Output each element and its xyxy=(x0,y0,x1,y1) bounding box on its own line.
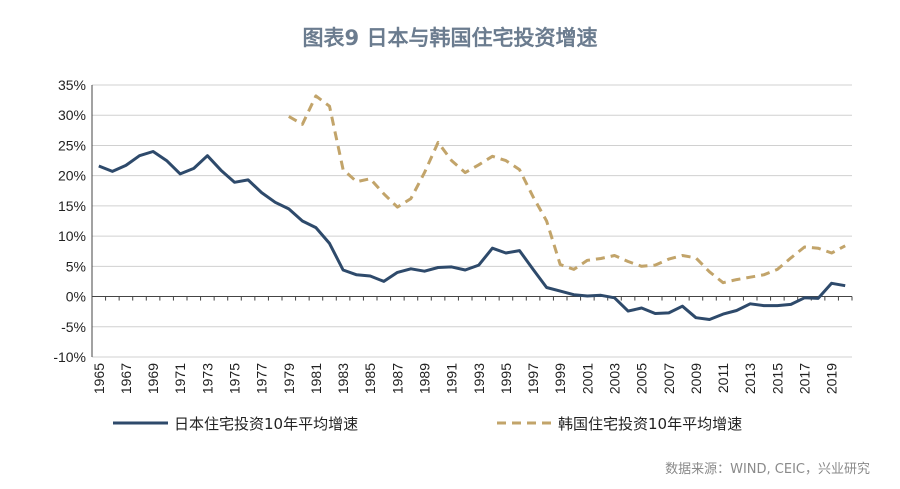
legend-label: 韩国住宅投资10年平均增速 xyxy=(558,415,742,433)
x-tick-label: 1981 xyxy=(308,363,324,394)
y-tick-label: 20% xyxy=(58,168,86,184)
x-axis: 1965 1967 1969 1971 1973 1975 1977 1979 1981 1983… xyxy=(91,296,853,394)
x-tick-label: 1983 xyxy=(335,363,351,394)
chart-title: 图表9 日本与韩国住宅投资增速 xyxy=(302,26,598,50)
x-tick-label: 1971 xyxy=(172,363,188,394)
source-note: 数据来源：WIND, CEIC，兴业研究 xyxy=(665,462,870,477)
y-tick-label: 10% xyxy=(58,228,86,244)
y-axis: 35% 30% 25% 20% 15% 10% 5% 0% -5% -10% xyxy=(53,77,93,365)
x-tick-label: 2013 xyxy=(742,363,758,394)
x-tick-label: 1979 xyxy=(281,363,297,394)
x-tick-label: 1967 xyxy=(118,363,134,394)
series-line-japan xyxy=(98,150,846,321)
series-line-korea xyxy=(288,94,846,285)
y-tick-label: 25% xyxy=(58,137,86,153)
y-tick-label: -5% xyxy=(61,319,86,335)
x-tick-label: 1965 xyxy=(91,363,107,394)
x-tick-label: 2017 xyxy=(797,363,813,394)
y-tick-label: 0% xyxy=(66,289,86,305)
x-tick-label: 2019 xyxy=(824,363,840,394)
x-tick-label: 1989 xyxy=(417,363,433,394)
x-tick-label: 2005 xyxy=(634,363,650,394)
y-tick-label: 30% xyxy=(58,107,86,123)
series-lines xyxy=(98,94,846,321)
x-tick-label: 1993 xyxy=(471,363,487,394)
x-tick-label: 1985 xyxy=(362,363,378,394)
x-tick-label: 2009 xyxy=(688,363,704,394)
y-tick-label: 15% xyxy=(58,198,86,214)
legend-label: 日本住宅投资10年平均增速 xyxy=(174,415,358,433)
x-tick-label: 1987 xyxy=(389,363,405,394)
x-tick-label: 1977 xyxy=(254,363,270,394)
y-tick-label: 35% xyxy=(58,77,86,93)
x-tick-label: 1975 xyxy=(227,363,243,394)
x-tick-label: 1969 xyxy=(145,363,161,394)
x-tick-label: 1995 xyxy=(498,363,514,394)
x-tick-label: 2015 xyxy=(769,363,785,394)
x-tick-label: 1973 xyxy=(199,363,215,394)
grid-lines xyxy=(92,84,852,358)
x-tick-label: 2011 xyxy=(715,363,731,393)
y-tick-label: -10% xyxy=(53,349,86,365)
y-tick-label: 5% xyxy=(66,258,86,274)
x-tick-label: 1999 xyxy=(552,363,568,394)
x-tick-label: 2001 xyxy=(579,363,595,394)
x-tick-label: 1997 xyxy=(525,363,541,394)
legend: 日本住宅投资10年平均增速 韩国住宅投资10年平均增速 xyxy=(113,415,742,433)
x-tick-label: 2003 xyxy=(607,363,623,394)
x-tick-label: 1991 xyxy=(444,363,460,394)
x-tick-label: 2007 xyxy=(661,363,677,394)
